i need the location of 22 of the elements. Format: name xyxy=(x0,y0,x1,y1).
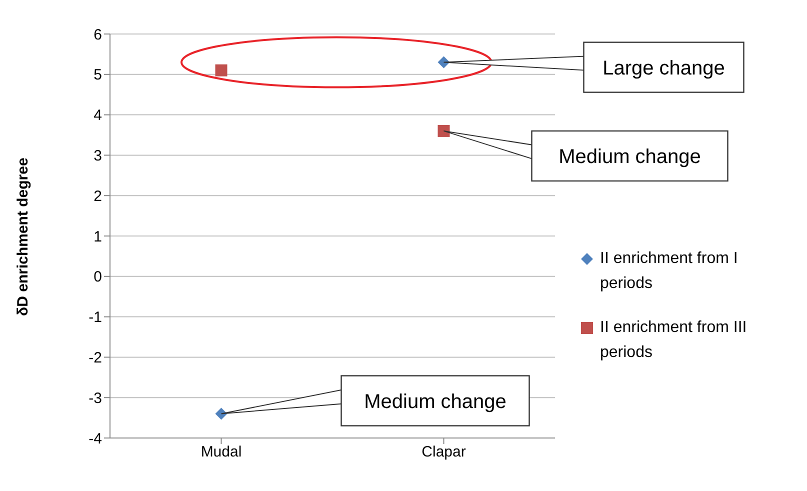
point xyxy=(215,408,228,420)
y-tick-label: 2 xyxy=(94,188,102,205)
x-tick-label: Mudal xyxy=(200,444,242,461)
y-tick-label: 1 xyxy=(94,228,102,246)
annotation: Large change xyxy=(602,57,725,80)
x-tick-label: Clapar xyxy=(422,444,466,461)
y-tick-label: -1 xyxy=(88,309,102,326)
y-tick-label: 0 xyxy=(94,268,102,286)
y-tick-label: -4 xyxy=(88,430,102,448)
legend-label: II enrichment from III periods xyxy=(600,318,748,363)
annotation: Medium change xyxy=(558,146,701,168)
legend-label: II enrichment from I periods xyxy=(600,249,739,294)
y-tick-label: 6 xyxy=(94,26,102,44)
y-tick-label: 5 xyxy=(94,66,102,84)
y-tick-label: -3 xyxy=(88,390,102,407)
point xyxy=(438,124,450,137)
point xyxy=(215,64,228,76)
annotation: Medium change xyxy=(364,390,506,413)
y-tick-label: 3 xyxy=(94,148,102,165)
y-tick-label: -2 xyxy=(88,350,102,367)
y-tick-label: 4 xyxy=(94,107,102,124)
y-axis-title: δD enrichment degree xyxy=(14,158,32,316)
